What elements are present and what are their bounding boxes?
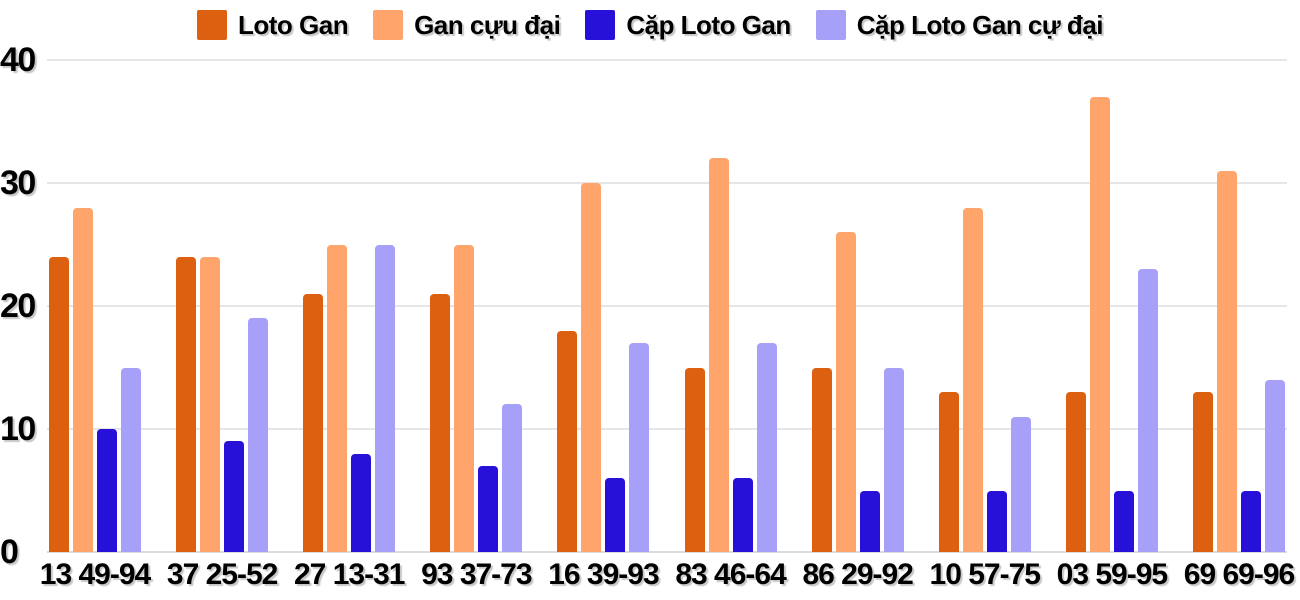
bar-loto-gan (176, 256, 197, 552)
bar-cap-loto-gan-cu-ai (502, 404, 523, 552)
bar-cap-loto-gan (986, 490, 1007, 552)
bar-gan-cuu-ai (73, 207, 93, 552)
bar-cap-loto-gan (1113, 490, 1134, 552)
bar-gan-cuu-ai (581, 183, 602, 552)
bar-group-37-25-52 (176, 60, 269, 552)
bar-group-93-37-73 (430, 60, 523, 552)
legend-item-gan-cuu-ai: Gan cựu đại (373, 10, 561, 40)
bar-gan-cuu-ai (200, 256, 221, 552)
legend-item-loto-gan: Loto Gan (196, 10, 349, 40)
legend-label: Cặp Loto Gan cự đại (856, 10, 1104, 40)
x-tick-label-16-39-93: 16 39-93 (548, 558, 659, 591)
bar-gan-cuu-ai (708, 158, 729, 552)
x-tick-label-10-57-75: 10 57-75 (929, 558, 1041, 591)
bar-group-13-49-94 (49, 60, 141, 552)
bar-cap-loto-gan (605, 478, 626, 552)
bar-gan-cuu-ai (835, 232, 856, 552)
bar-cap-loto-gan-cu-ai (1010, 416, 1031, 552)
x-axis: 13 49-94 37 25-52 27 13-31 93 37-73 16 39-93… (39, 558, 1295, 591)
bar-cap-loto-gan-cu-ai (883, 367, 904, 552)
plot-area (47, 59, 1287, 553)
legend-swatch (585, 10, 616, 40)
gridline-10 (47, 428, 1287, 430)
bar-cap-loto-gan-cu-ai (1264, 379, 1285, 552)
y-tick-label-0: 0 (0, 533, 19, 571)
bar-group-16-39-93 (557, 60, 650, 552)
x-tick-label-93-37-73: 93 37-73 (421, 558, 532, 591)
bar-cap-loto-gan (732, 478, 753, 552)
bar-cap-loto-gan-cu-ai (375, 244, 396, 552)
bar-gan-cuu-ai (327, 244, 348, 552)
bar-cap-loto-gan (97, 429, 117, 552)
legend-item-cap-loto-gan: Cặp Loto Gan (585, 10, 791, 40)
bar-loto-gan (430, 293, 451, 552)
y-tick-label-10: 10 (0, 410, 36, 448)
bar-loto-gan (1192, 392, 1213, 552)
bar-cap-loto-gan (351, 453, 372, 552)
bar-group-83-46-64 (684, 60, 777, 552)
bar-cap-loto-gan-cu-ai (121, 367, 141, 552)
bar-group-86-29-92 (811, 60, 904, 552)
bar-loto-gan (557, 330, 578, 552)
bar-cap-loto-gan (224, 441, 245, 552)
y-tick-label-20: 20 (0, 287, 36, 325)
bar-gan-cuu-ai (1089, 96, 1110, 552)
bar-cap-loto-gan-cu-ai (756, 342, 777, 552)
bar-loto-gan (684, 367, 705, 552)
y-tick-label-30: 30 (0, 164, 36, 202)
x-tick-label-37-25-52: 37 25-52 (166, 558, 278, 591)
legend-swatch (815, 10, 846, 40)
bar-cap-loto-gan (859, 490, 880, 552)
x-tick-label-69-69-96: 69 69-96 (1183, 558, 1295, 591)
bar-cap-loto-gan (478, 465, 499, 552)
bar-cap-loto-gan-cu-ai (1137, 269, 1158, 552)
bar-cap-loto-gan (1240, 490, 1261, 552)
bar-loto-gan (49, 256, 69, 552)
y-tick-label-40: 40 (0, 41, 36, 79)
legend-swatch (373, 10, 404, 40)
bar-cap-loto-gan-cu-ai (248, 318, 269, 552)
legend-swatch (196, 10, 227, 40)
gridline-30 (47, 182, 1287, 184)
bar-loto-gan (303, 293, 324, 552)
bar-loto-gan (1065, 392, 1086, 552)
bar-cap-loto-gan-cu-ai (629, 342, 650, 552)
gridline-40 (47, 59, 1287, 61)
x-tick-label-27-13-31: 27 13-31 (294, 558, 405, 591)
legend-item-cap-loto-gan-cu-ai: Cặp Loto Gan cự đại (815, 10, 1104, 40)
gridline-20 (47, 305, 1287, 307)
bar-groups (49, 60, 1285, 552)
bar-group-27-13-31 (303, 60, 396, 552)
x-tick-label-13-49-94: 13 49-94 (39, 558, 151, 591)
y-axis: 0 10 20 30 40 (0, 43, 46, 569)
bar-group-03-59-95 (1065, 60, 1158, 552)
x-tick-label-86-29-92: 86 29-92 (802, 558, 913, 591)
bar-gan-cuu-ai (962, 207, 983, 552)
bar-loto-gan (811, 367, 832, 552)
bar-gan-cuu-ai (454, 244, 475, 552)
legend: Loto Gan Gan cựu đại Cặp Loto Gan Cặp Loto … (0, 10, 1300, 40)
legend-label: Loto Gan (237, 10, 349, 40)
bar-group-10-57-75 (938, 60, 1031, 552)
legend-label: Cặp Loto Gan (626, 10, 791, 40)
x-tick-label-03-59-95: 03 59-95 (1056, 558, 1168, 591)
bar-gan-cuu-ai (1216, 170, 1237, 552)
legend-label: Gan cựu đại (414, 10, 561, 40)
gridline-0 (47, 551, 1287, 553)
x-tick-label-83-46-64: 83 46-64 (675, 558, 786, 591)
bar-group-69-69-96 (1192, 60, 1285, 552)
bar-loto-gan (938, 392, 959, 552)
